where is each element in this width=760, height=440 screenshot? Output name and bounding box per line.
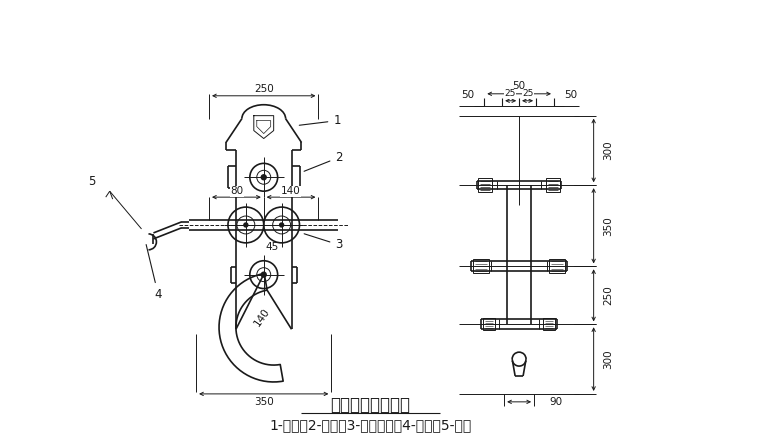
- Text: 1-吊环；2-耳板；3-销环轴辊；4-销柄；5-拉绳: 1-吊环；2-耳板；3-销环轴辊；4-销柄；5-拉绳: [269, 419, 471, 433]
- Text: 4: 4: [146, 245, 162, 301]
- Bar: [473, 260, 489, 273]
- Text: 5: 5: [88, 175, 96, 188]
- Text: 90: 90: [549, 397, 562, 407]
- Text: 25: 25: [522, 89, 534, 98]
- Text: 2: 2: [304, 151, 343, 171]
- Bar: [546, 178, 560, 192]
- Circle shape: [261, 175, 266, 180]
- Text: 1: 1: [299, 114, 340, 127]
- Bar: [478, 178, 492, 192]
- Text: 250: 250: [254, 84, 274, 94]
- Bar: [549, 260, 565, 273]
- Text: 50: 50: [564, 90, 578, 100]
- Text: 140: 140: [252, 306, 271, 328]
- Bar: [483, 319, 496, 330]
- Text: 300: 300: [603, 141, 613, 160]
- Text: 45: 45: [265, 242, 278, 252]
- Text: 25: 25: [505, 89, 516, 98]
- Circle shape: [244, 223, 248, 227]
- Text: 350: 350: [603, 216, 613, 236]
- Text: 350: 350: [254, 397, 274, 407]
- Text: 80: 80: [230, 186, 243, 196]
- Text: 300: 300: [603, 349, 613, 369]
- Text: 强夯自动脱钩器图: 强夯自动脱钩器图: [330, 396, 410, 414]
- Circle shape: [261, 272, 266, 277]
- Bar: [543, 319, 555, 330]
- Text: 50: 50: [512, 81, 526, 91]
- Text: 250: 250: [603, 286, 613, 305]
- Text: 140: 140: [280, 186, 300, 196]
- Text: 3: 3: [304, 234, 343, 251]
- Circle shape: [280, 223, 283, 227]
- Text: 50: 50: [461, 90, 474, 100]
